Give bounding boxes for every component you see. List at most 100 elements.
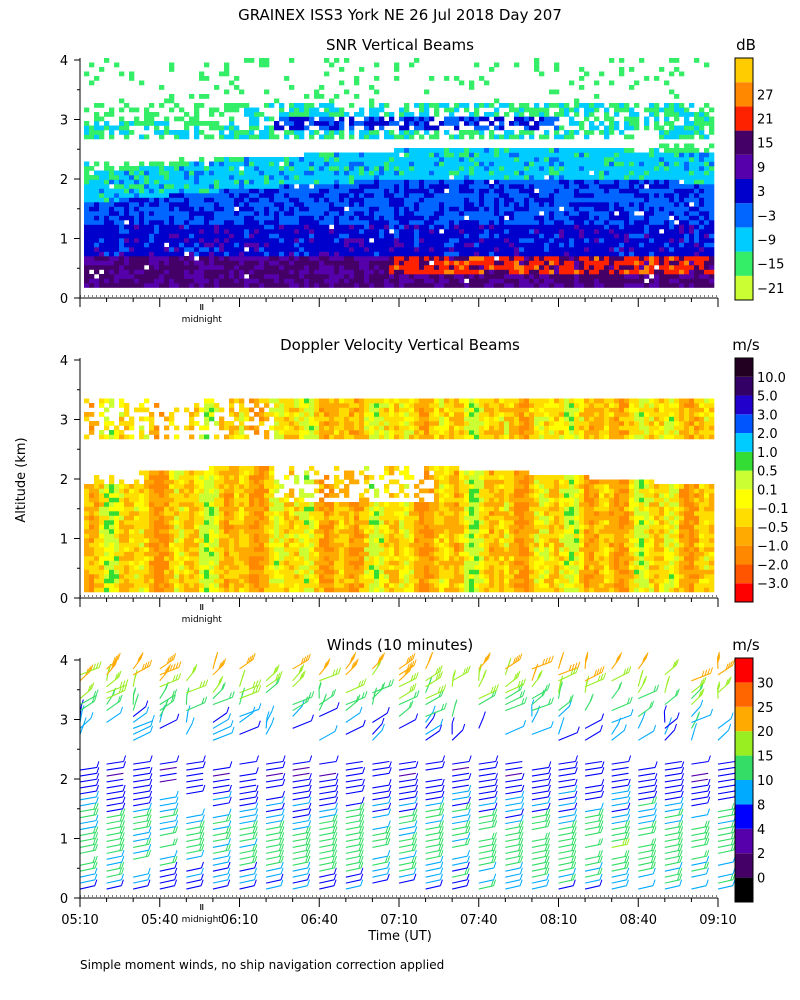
snr-cell	[109, 125, 115, 131]
snr-cell	[334, 211, 340, 216]
snr-cell	[644, 215, 650, 221]
snr-cell	[204, 238, 210, 243]
snr-cell	[254, 233, 260, 239]
doppler-cell	[144, 578, 150, 584]
snr-cell	[674, 215, 680, 221]
snr-cell	[609, 224, 615, 230]
snr-cell	[669, 161, 675, 167]
snr-cell	[174, 130, 180, 135]
snr-cell	[614, 161, 620, 167]
snr-cell	[494, 98, 500, 104]
snr-cell	[359, 112, 365, 117]
snr-cell	[519, 242, 525, 248]
snr-cell	[94, 220, 100, 225]
snr-cell	[479, 206, 485, 212]
snr-cell	[604, 157, 610, 162]
snr-cell	[194, 112, 200, 117]
snr-cell	[549, 269, 555, 275]
snr-cell	[464, 202, 470, 207]
snr-cell	[539, 224, 545, 230]
snr-cell	[509, 184, 515, 189]
snr-cell	[149, 175, 155, 180]
snr-cell	[104, 188, 110, 194]
snr-cell	[209, 242, 215, 248]
snr-cell	[464, 130, 470, 135]
snr-cell	[604, 125, 610, 131]
doppler-cell	[144, 574, 150, 579]
snr-cell	[124, 184, 130, 189]
snr-cell	[184, 112, 190, 117]
snr-cell	[594, 161, 600, 167]
snr-cell	[659, 152, 665, 158]
snr-cell	[499, 170, 505, 176]
snr-cell	[489, 229, 495, 234]
snr-cell	[384, 188, 390, 194]
snr-cell	[364, 242, 370, 248]
snr-cell	[199, 170, 205, 176]
snr-cell	[669, 179, 675, 185]
snr-cell	[579, 224, 585, 230]
snr-cell	[174, 251, 180, 257]
snr-cell	[459, 116, 465, 122]
snr-cell	[529, 166, 535, 171]
snr-cell	[554, 206, 560, 212]
snr-cell	[334, 94, 340, 99]
snr-cell	[539, 166, 545, 171]
snr-cell	[329, 161, 335, 167]
snr-cell	[329, 193, 335, 198]
snr-cell	[339, 260, 345, 266]
snr-cell	[399, 260, 405, 266]
snr-cell	[644, 188, 650, 194]
snr-cell	[699, 157, 705, 162]
snr-cell	[684, 278, 690, 284]
snr-cell	[104, 274, 110, 279]
snr-cell	[89, 220, 95, 225]
snr-cell	[179, 247, 185, 252]
snr-cell	[299, 242, 305, 248]
snr-cell	[374, 283, 380, 288]
snr-cell	[169, 211, 175, 216]
snr-cell	[89, 206, 95, 212]
doppler-cell	[124, 556, 130, 561]
snr-cell	[649, 152, 655, 158]
snr-cell	[209, 121, 215, 126]
snr-cell	[569, 134, 575, 140]
doppler-cell	[114, 542, 120, 548]
snr-cell	[544, 112, 550, 117]
snr-cell	[359, 121, 365, 126]
snr-cell	[334, 107, 340, 113]
snr-cell	[84, 71, 90, 77]
snr-cell	[379, 233, 385, 239]
snr-cell	[689, 220, 695, 225]
snr-cell	[194, 215, 200, 221]
doppler-cell	[109, 574, 115, 579]
snr-cell	[269, 206, 275, 212]
snr-cell	[569, 157, 575, 162]
legend-swatch	[735, 275, 753, 300]
snr-cell	[224, 220, 230, 225]
snr-cell	[609, 103, 615, 108]
snr-cell	[704, 269, 710, 275]
snr-cell	[164, 130, 170, 135]
snr-cell	[304, 152, 310, 158]
snr-cell	[189, 188, 195, 194]
snr-cell	[109, 256, 115, 261]
snr-cell	[299, 170, 305, 176]
snr-cell	[319, 206, 325, 212]
snr-cell	[424, 116, 430, 122]
snr-cell	[264, 238, 270, 243]
snr-cell	[389, 152, 395, 158]
snr-cell	[589, 229, 595, 234]
snr-cell	[349, 283, 355, 288]
snr-cell	[459, 152, 465, 158]
snr-cell	[389, 260, 395, 266]
snr-cell	[689, 197, 695, 203]
snr-cell	[459, 220, 465, 225]
snr-cell	[569, 161, 575, 167]
snr-cell	[259, 193, 265, 198]
snr-cell	[229, 134, 235, 140]
snr-cell	[434, 161, 440, 167]
snr-cell	[694, 265, 700, 270]
snr-cell	[509, 103, 515, 108]
snr-cell	[554, 125, 560, 131]
